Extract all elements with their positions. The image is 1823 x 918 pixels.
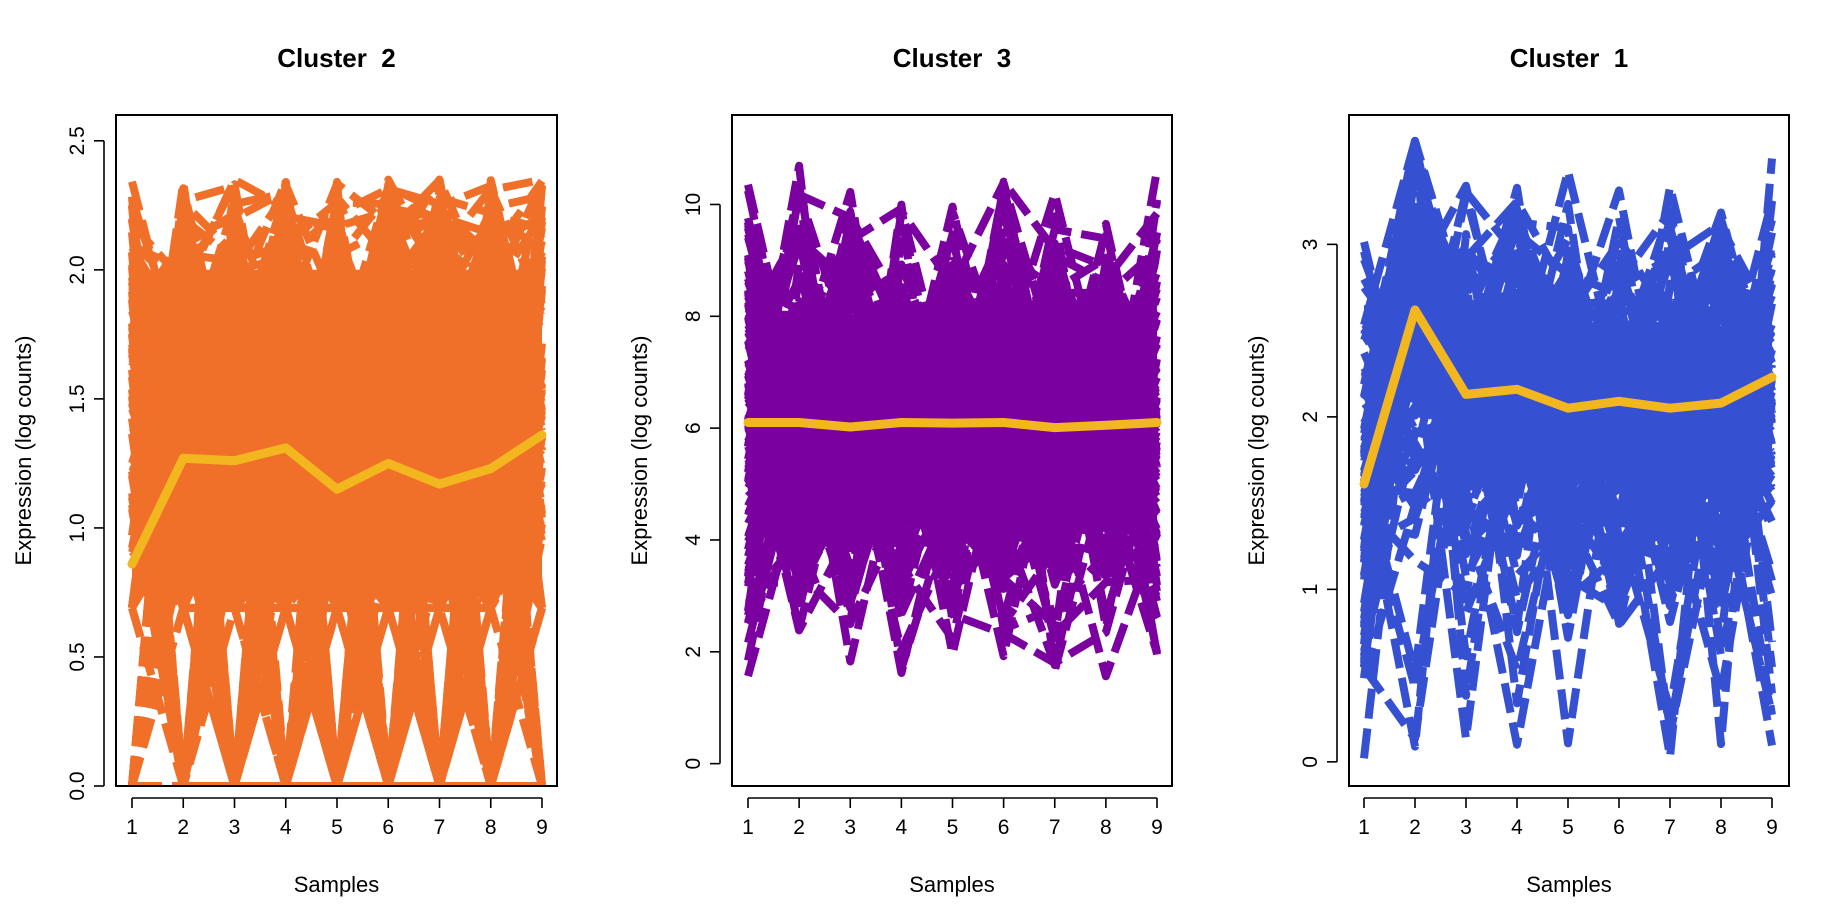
panel-1: 1 2 3 4 5 6 7 8 9 0.0 0.5 1.0 1.5 2.0 2.5 Cluster 2 Samp… bbox=[11, 43, 558, 897]
x-tick-label: 9 bbox=[1766, 816, 1778, 839]
y-tick-label: 0 bbox=[1299, 756, 1322, 768]
x-tick-label: 4 bbox=[896, 816, 908, 839]
chart-title: Cluster 1 bbox=[1510, 43, 1629, 73]
gene-profile-line bbox=[128, 198, 546, 786]
x-tick-label: 3 bbox=[844, 816, 856, 839]
x-tick-label: 1 bbox=[126, 816, 138, 839]
x-axis-label: Samples bbox=[294, 872, 380, 897]
x-tick-label: 7 bbox=[434, 816, 446, 839]
y-tick-label: 6 bbox=[682, 422, 705, 434]
x-tick-label: 7 bbox=[1049, 816, 1061, 839]
gene-profile-line bbox=[1360, 174, 1774, 478]
x-tick-label: 3 bbox=[229, 816, 241, 839]
gene-profile-line bbox=[132, 207, 546, 786]
y-tick-label: 0 bbox=[682, 758, 705, 770]
x-tick-label: 5 bbox=[947, 816, 959, 839]
x-tick-label: 8 bbox=[485, 816, 497, 839]
y-tick-label: 1 bbox=[1299, 584, 1322, 596]
gene-profile-line bbox=[745, 260, 1161, 599]
y-tick-label: 4 bbox=[682, 534, 705, 546]
x-tick-label: 5 bbox=[1562, 816, 1574, 839]
x-tick-label: 6 bbox=[998, 816, 1010, 839]
x-tick-label: 3 bbox=[1460, 816, 1472, 839]
gene-profile-line bbox=[128, 178, 546, 786]
panel-2: 1 2 3 4 5 6 7 8 9 0 2 4 6 8 10 Cluster 3 Samples Expressi… bbox=[627, 43, 1173, 897]
y-tick-label: 10 bbox=[682, 193, 705, 216]
profile-core-band bbox=[1364, 232, 1772, 562]
y-tick-label: 0.0 bbox=[66, 771, 89, 800]
plot-frame bbox=[1348, 114, 1790, 787]
y-tick-label: 8 bbox=[682, 310, 705, 322]
x-tick-label: 4 bbox=[1511, 816, 1523, 839]
mean-profile-line bbox=[743, 418, 1162, 433]
x-tick-label: 1 bbox=[1358, 816, 1370, 839]
panel-3: 1 2 3 4 5 6 7 8 9 0 1 2 3 Cluster 1 Samples Expression … bbox=[1244, 43, 1790, 897]
x-tick-label: 9 bbox=[536, 816, 548, 839]
gene-profile-line bbox=[744, 190, 1161, 474]
chart-title: Cluster 2 bbox=[277, 43, 396, 73]
y-tick-label: 1.0 bbox=[66, 513, 89, 542]
gene-profile-line bbox=[1360, 150, 1774, 645]
x-tick-label: 1 bbox=[742, 816, 754, 839]
x-tick-label: 2 bbox=[1409, 816, 1421, 839]
gene-profile-line bbox=[128, 215, 543, 786]
profile-bundle bbox=[744, 161, 1161, 681]
y-tick-label: 3 bbox=[1299, 239, 1322, 251]
x-tick-label: 5 bbox=[331, 816, 343, 839]
chart-title: Cluster 3 bbox=[893, 43, 1012, 73]
x-tick-label: 9 bbox=[1151, 816, 1163, 839]
y-axis-label: Expression (log counts) bbox=[1244, 336, 1269, 566]
x-axis-label: Samples bbox=[1526, 872, 1612, 897]
y-tick-label: 2.0 bbox=[66, 255, 89, 284]
y-tick-label: 1.5 bbox=[66, 384, 89, 413]
gene-profile-line bbox=[1360, 249, 1776, 677]
plot-frame bbox=[731, 114, 1173, 787]
x-tick-label: 6 bbox=[1613, 816, 1625, 839]
profile-core-band bbox=[132, 269, 542, 593]
gene-profile-line bbox=[1360, 308, 1773, 603]
gene-profile-line bbox=[128, 182, 546, 786]
profile-bundle bbox=[128, 175, 546, 786]
y-tick-label: 0.5 bbox=[66, 642, 89, 671]
y-tick-label: 2 bbox=[682, 646, 705, 658]
y-tick-label: 2 bbox=[1299, 411, 1322, 423]
gene-profile-line bbox=[1360, 219, 1776, 511]
x-tick-label: 6 bbox=[382, 816, 394, 839]
x-tick-label: 2 bbox=[177, 816, 189, 839]
x-tick-label: 2 bbox=[793, 816, 805, 839]
profile-bundle bbox=[1360, 136, 1776, 761]
x-tick-label: 8 bbox=[1715, 816, 1727, 839]
x-tick-label: 7 bbox=[1664, 816, 1676, 839]
x-tick-label: 8 bbox=[1100, 816, 1112, 839]
y-axis-label: Expression (log counts) bbox=[627, 336, 652, 566]
gene-profile-line bbox=[1363, 216, 1776, 509]
y-axis-label: Expression (log counts) bbox=[11, 336, 36, 566]
x-axis-label: Samples bbox=[909, 872, 995, 897]
x-tick-label: 4 bbox=[280, 816, 292, 839]
y-tick-label: 2.5 bbox=[66, 126, 89, 155]
plot-frame bbox=[115, 114, 558, 787]
